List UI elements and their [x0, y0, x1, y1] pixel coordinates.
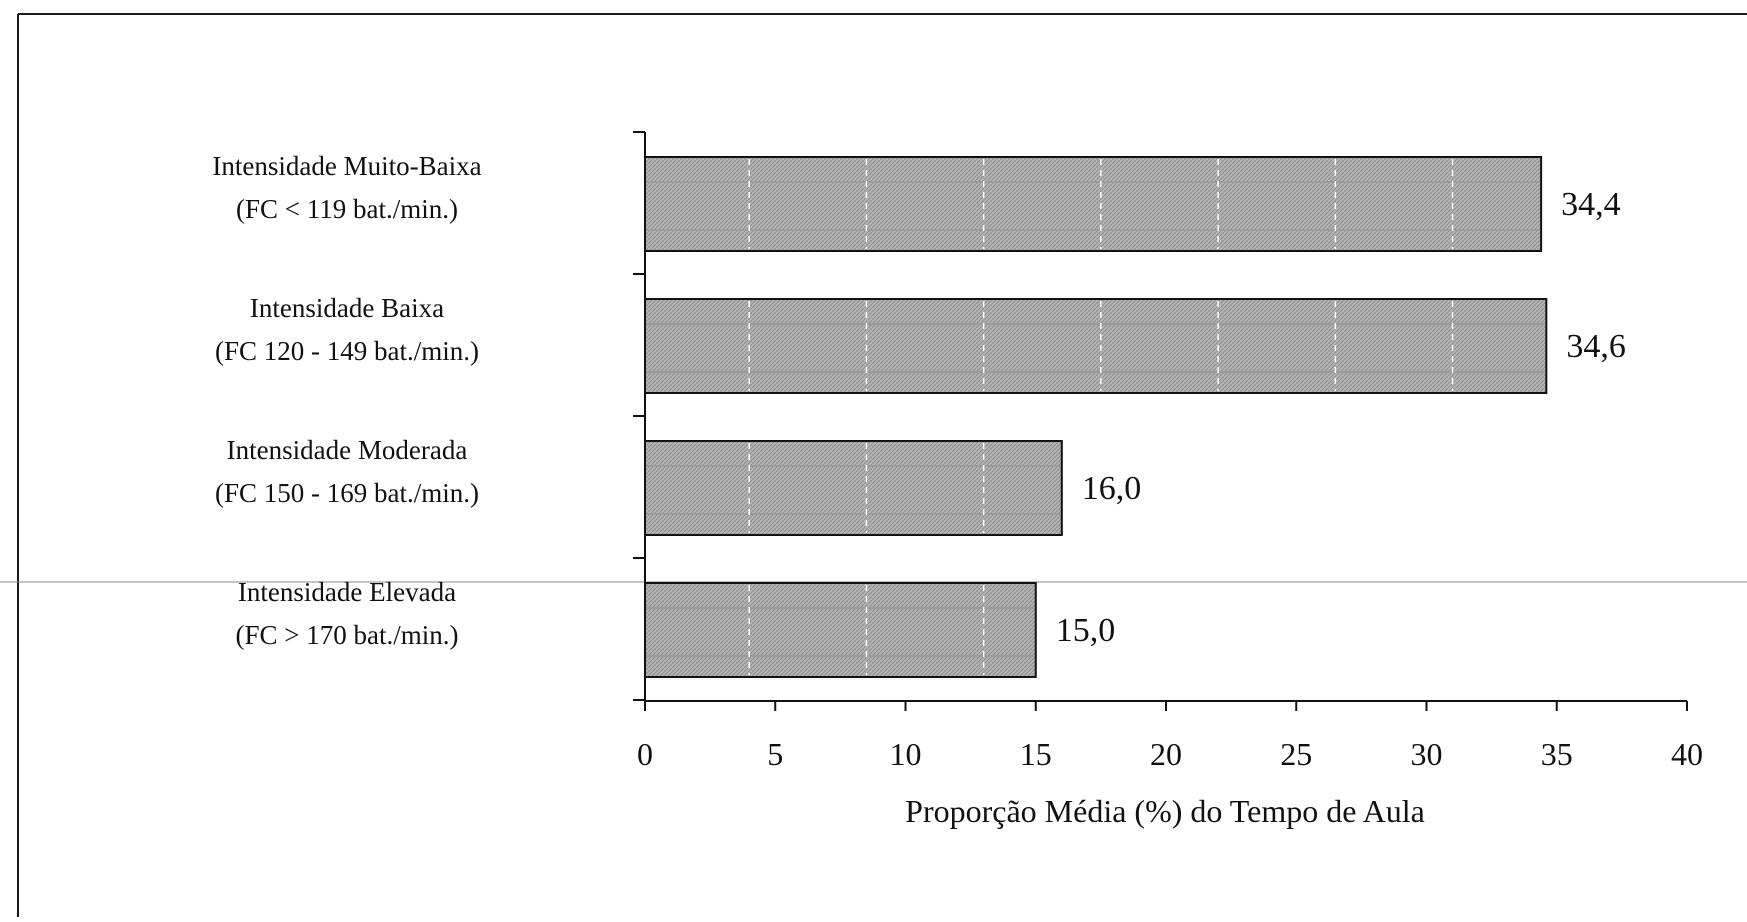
- category-label-2-line-1: Intensidade Baixa: [250, 293, 444, 323]
- bar-group-2: [644, 298, 1548, 394]
- x-tick-label-5: 5: [767, 736, 783, 772]
- bar-group-4: [644, 582, 1037, 678]
- x-tick-label-40: 40: [1671, 736, 1703, 772]
- bars-layer: [644, 156, 1548, 678]
- value-label-3: 16,0: [1082, 470, 1142, 507]
- category-label-4-line-2: (FC > 170 bat./min.): [236, 620, 459, 650]
- category-label-1-line-1: Intensidade Muito-Baixa: [212, 151, 481, 181]
- category-label-3-line-1: Intensidade Moderada: [227, 435, 468, 465]
- x-tick-label-20: 20: [1150, 736, 1182, 772]
- x-axis-title: Proporção Média (%) do Tempo de Aula: [905, 793, 1425, 829]
- bar-1: [644, 156, 1543, 252]
- bar-group-1: [644, 156, 1543, 252]
- axis-layer: 0 5 10 15 20 25 30 35 40: [633, 131, 1703, 772]
- value-label-2: 34,6: [1566, 328, 1626, 365]
- bar-4: [644, 582, 1037, 678]
- category-label-2-line-2: (FC 120 - 149 bat./min.): [215, 336, 479, 366]
- bar-group-3: [644, 440, 1063, 536]
- x-tick-label-35: 35: [1541, 736, 1573, 772]
- bar-2: [644, 298, 1548, 394]
- value-label-1: 34,4: [1561, 186, 1621, 223]
- bar-3: [644, 440, 1063, 536]
- category-label-4-line-1: Intensidade Elevada: [238, 577, 456, 607]
- value-label-4: 15,0: [1056, 612, 1116, 649]
- labels-layer: 34,4 Intensidade Muito-Baixa (FC < 119 bat…: [212, 151, 1625, 650]
- category-label-1-line-2: (FC < 119 bat./min.): [236, 194, 458, 224]
- x-tick-label-25: 25: [1280, 736, 1312, 772]
- x-tick-label-30: 30: [1411, 736, 1443, 772]
- x-tick-label-0: 0: [637, 736, 653, 772]
- category-label-3-line-2: (FC 150 - 169 bat./min.): [215, 478, 479, 508]
- x-tick-label-10: 10: [890, 736, 922, 772]
- x-tick-label-15: 15: [1020, 736, 1052, 772]
